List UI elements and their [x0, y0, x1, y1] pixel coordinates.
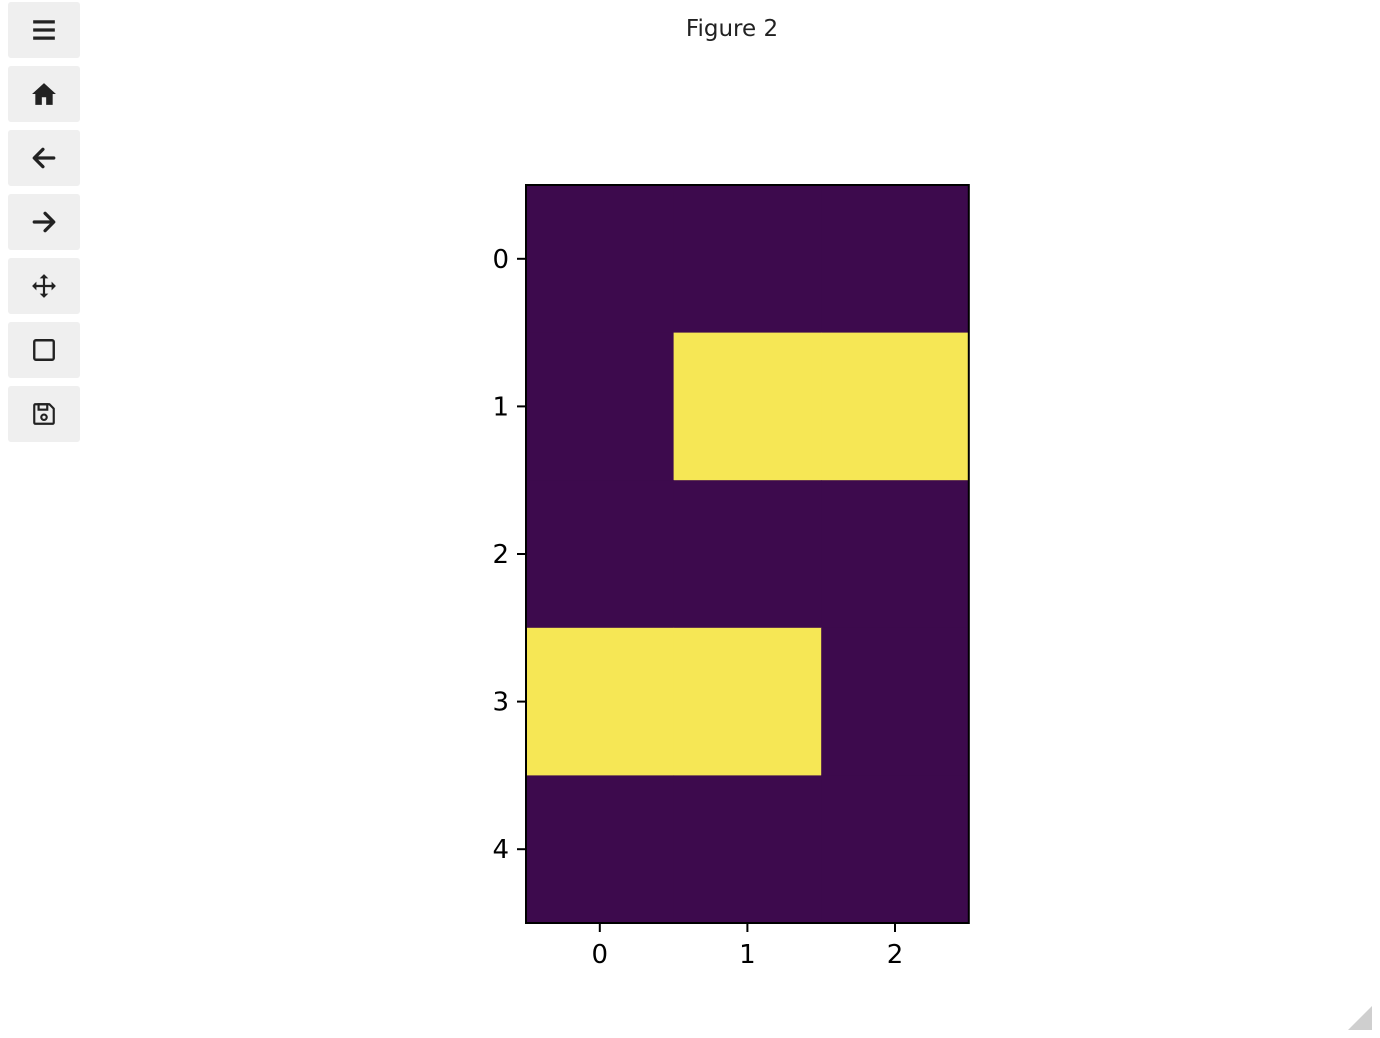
pan-button[interactable]	[8, 258, 80, 314]
heatmap-cell-r0-c1	[673, 185, 822, 334]
heatmap-cell-r2-c1	[673, 480, 822, 629]
heatmap-cell-r4-c1	[673, 775, 822, 924]
heatmap-cell-r4-c0	[526, 775, 675, 924]
y-tick-label: 1	[492, 392, 509, 422]
heatmap-cell-r0-c0	[526, 185, 675, 334]
y-tick-label: 3	[492, 688, 509, 718]
heatmap-cell-r0-c2	[821, 185, 970, 334]
heatmap-cell-r3-c1	[673, 627, 822, 776]
heatmap-cell-r1-c1	[673, 332, 822, 481]
y-axis: 0 1 2 3 4	[492, 245, 526, 865]
back-button[interactable]	[8, 130, 80, 186]
y-tick-label: 4	[492, 835, 509, 865]
menu-button[interactable]	[8, 2, 80, 58]
heatmap-cell-r1-c2	[821, 332, 970, 481]
x-tick-label: 1	[739, 940, 756, 970]
forward-arrow-icon	[32, 211, 56, 233]
zoom-button[interactable]	[8, 322, 80, 378]
menu-icon	[33, 20, 55, 40]
figure-toolbar	[8, 2, 80, 450]
x-tick-label: 2	[887, 940, 904, 970]
forward-button[interactable]	[8, 194, 80, 250]
y-tick-label: 0	[492, 245, 509, 275]
save-button[interactable]	[8, 386, 80, 442]
home-icon	[32, 83, 56, 105]
back-arrow-icon	[32, 147, 56, 169]
heatmap-cell-r4-c2	[821, 775, 970, 924]
y-tick-label: 2	[492, 540, 509, 570]
heatmap-cell-r3-c0	[526, 627, 675, 776]
save-icon	[33, 403, 55, 425]
move-icon	[32, 274, 56, 298]
x-tick-label: 0	[592, 940, 609, 970]
heatmap-cell-r1-c0	[526, 332, 675, 481]
x-axis: 0 1 2	[592, 923, 904, 970]
home-button[interactable]	[8, 66, 80, 122]
zoom-rect-icon	[33, 339, 55, 361]
heatmap-cell-r3-c2	[821, 627, 970, 776]
heatmap-cell-r2-c0	[526, 480, 675, 629]
figure-title: Figure 2	[685, 16, 779, 42]
resize-handle[interactable]	[1348, 1006, 1372, 1030]
heatmap-cell-r2-c2	[821, 480, 970, 629]
heatmap-cells	[526, 185, 970, 924]
